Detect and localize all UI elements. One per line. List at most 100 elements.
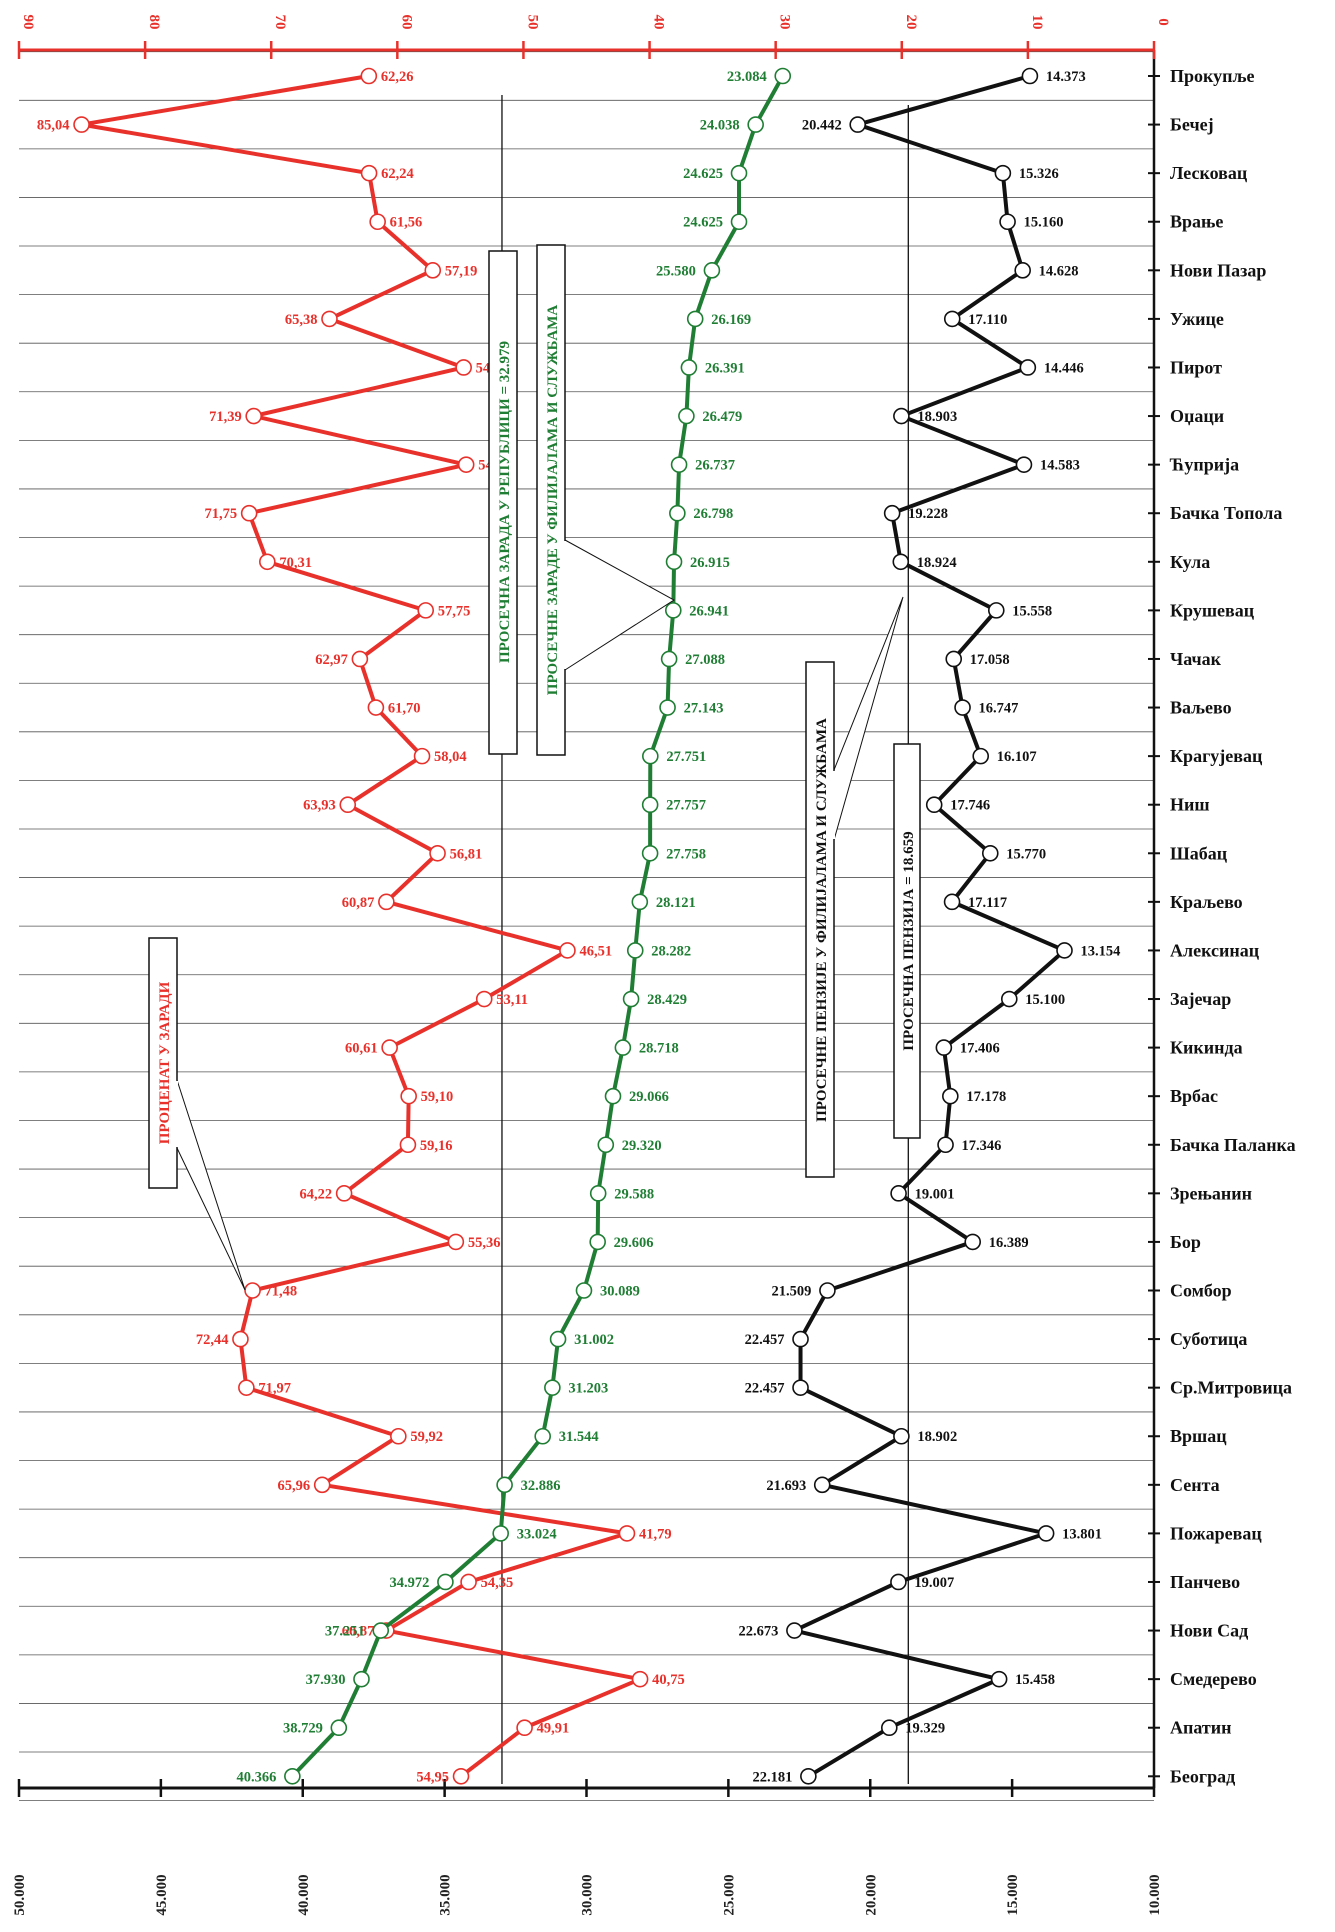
salary-data-label: 27.757 [666,798,706,814]
pension-point [892,553,910,571]
pension-data-label: 17.406 [960,1041,1000,1057]
salary-point [703,262,721,279]
percent-data-label: 63,93 [303,798,336,814]
percent-data-label: 60,87 [342,895,375,911]
pension-data-label: 21.509 [772,1284,812,1300]
salary-data-label: 27.088 [685,652,725,668]
salary-point [641,844,659,862]
pension-point [964,1233,982,1251]
salary-point [544,1379,561,1396]
amount-axis: 50.000 45.000 40.000 35.000 30.000 25.000 20.0… [12,1779,1163,1916]
percent-data-label: 54,95 [416,1769,449,1785]
salary-data-label: 24.625 [683,215,723,231]
pension-point [792,1330,809,1348]
percent-point [618,1525,636,1542]
pension-point [890,1185,907,1202]
percent-point [413,747,431,765]
pension-line [792,74,1067,1779]
pension-point [792,1379,809,1396]
pension-data-label: 15.160 [1024,215,1064,231]
city-label: Врање [1170,212,1223,232]
pension-data-label: 22.673 [739,1624,779,1640]
pension-data-label: 17.110 [968,312,1007,328]
percent-data-label: 56,81 [450,846,483,862]
percent-series-callout: ПРОЦЕНАТ У ЗАРАДИ [148,937,246,1291]
percent-point [259,553,276,571]
city-label: Пирот [1170,357,1222,377]
pension-point [1000,990,1018,1008]
salary-data-label: 27.143 [684,701,724,717]
salary-data-label: 38.729 [283,1721,323,1737]
salary-data-label: 37.930 [306,1672,346,1688]
pension-data-label: 18.903 [917,409,957,425]
salary-point [353,1670,370,1688]
salary-point [664,602,682,619]
percent-data-label: 58,04 [434,749,467,765]
pension-point [849,116,867,133]
pension-data-label: 13.154 [1081,943,1121,959]
city-label: Кула [1170,552,1210,572]
pension-point [1056,942,1073,959]
city-label: Кикинда [1170,1038,1243,1058]
percent-point [516,1719,533,1737]
pension-point [893,1427,910,1445]
salary-data-label: 30.089 [600,1284,640,1300]
percent-data-label: 71,48 [265,1284,298,1300]
percent-data-label: 46,51 [579,943,612,959]
salary-point [437,1573,454,1591]
percent-tick-label: 70 [272,15,288,30]
salary-point [496,1476,513,1494]
percent-data-label: 60,61 [345,1041,378,1057]
city-label: Београд [1170,1766,1235,1786]
pension-data-label: 14.583 [1040,458,1080,474]
salary-point [626,942,644,959]
salary-data-label: 29.320 [622,1138,662,1154]
pension-point [987,602,1005,619]
amount-tick-label: 35.000 [438,1874,454,1915]
salary-data-label: 34.972 [390,1575,430,1591]
pension-point [972,747,990,765]
percent-data-label: 55,36 [468,1235,501,1251]
salary-point [641,796,659,814]
salary-point [622,990,640,1008]
salary-point [730,164,748,182]
pension-data-label: 21.693 [766,1478,806,1494]
salary-point [604,1087,622,1105]
pension-data-label: 14.628 [1039,263,1079,279]
pension-data-label: 17.058 [970,652,1010,668]
amount-tick-label: 15.000 [1005,1874,1021,1915]
percent-point [429,844,446,862]
city-label: Врбас [1170,1086,1218,1106]
salary-point [549,1330,567,1348]
salary-data-label: 26.798 [693,506,733,522]
percent-point [400,1087,417,1105]
city-label: Нови Пазар [1170,260,1266,280]
city-label: Панчево [1170,1572,1240,1592]
pension-point [1021,67,1039,85]
percent-point [475,990,493,1008]
city-label: Бор [1170,1232,1201,1252]
salary-point [730,213,748,231]
amount-tick-label: 50.000 [12,1874,28,1915]
pension-point [893,407,910,425]
salary-data-label: 24.625 [683,166,723,182]
salary-point [665,553,683,571]
salary-data-label: 33.024 [517,1526,557,1542]
salary-point [747,116,764,133]
percent-point [452,1768,470,1785]
pension-point [943,893,961,911]
pension-point [999,213,1016,231]
salary-point [660,650,678,668]
percent-data-label: 59,10 [421,1089,454,1105]
percent-point [244,1282,261,1299]
amount-tick-label: 25.000 [721,1874,737,1915]
percent-point [360,67,378,85]
pension-point [935,1039,953,1056]
salary-point [678,407,695,425]
percent-data-label: 72,44 [196,1332,229,1348]
average-pension-label: ПРОСЕЧНА ПЕНЗИЈА = 18.659 [901,831,917,1050]
pension-data-label: 17.746 [950,798,990,814]
pension-data-label: 13.801 [1062,1526,1102,1542]
pension-data-label: 17.117 [968,895,1007,911]
city-label: Зајечар [1170,989,1231,1009]
